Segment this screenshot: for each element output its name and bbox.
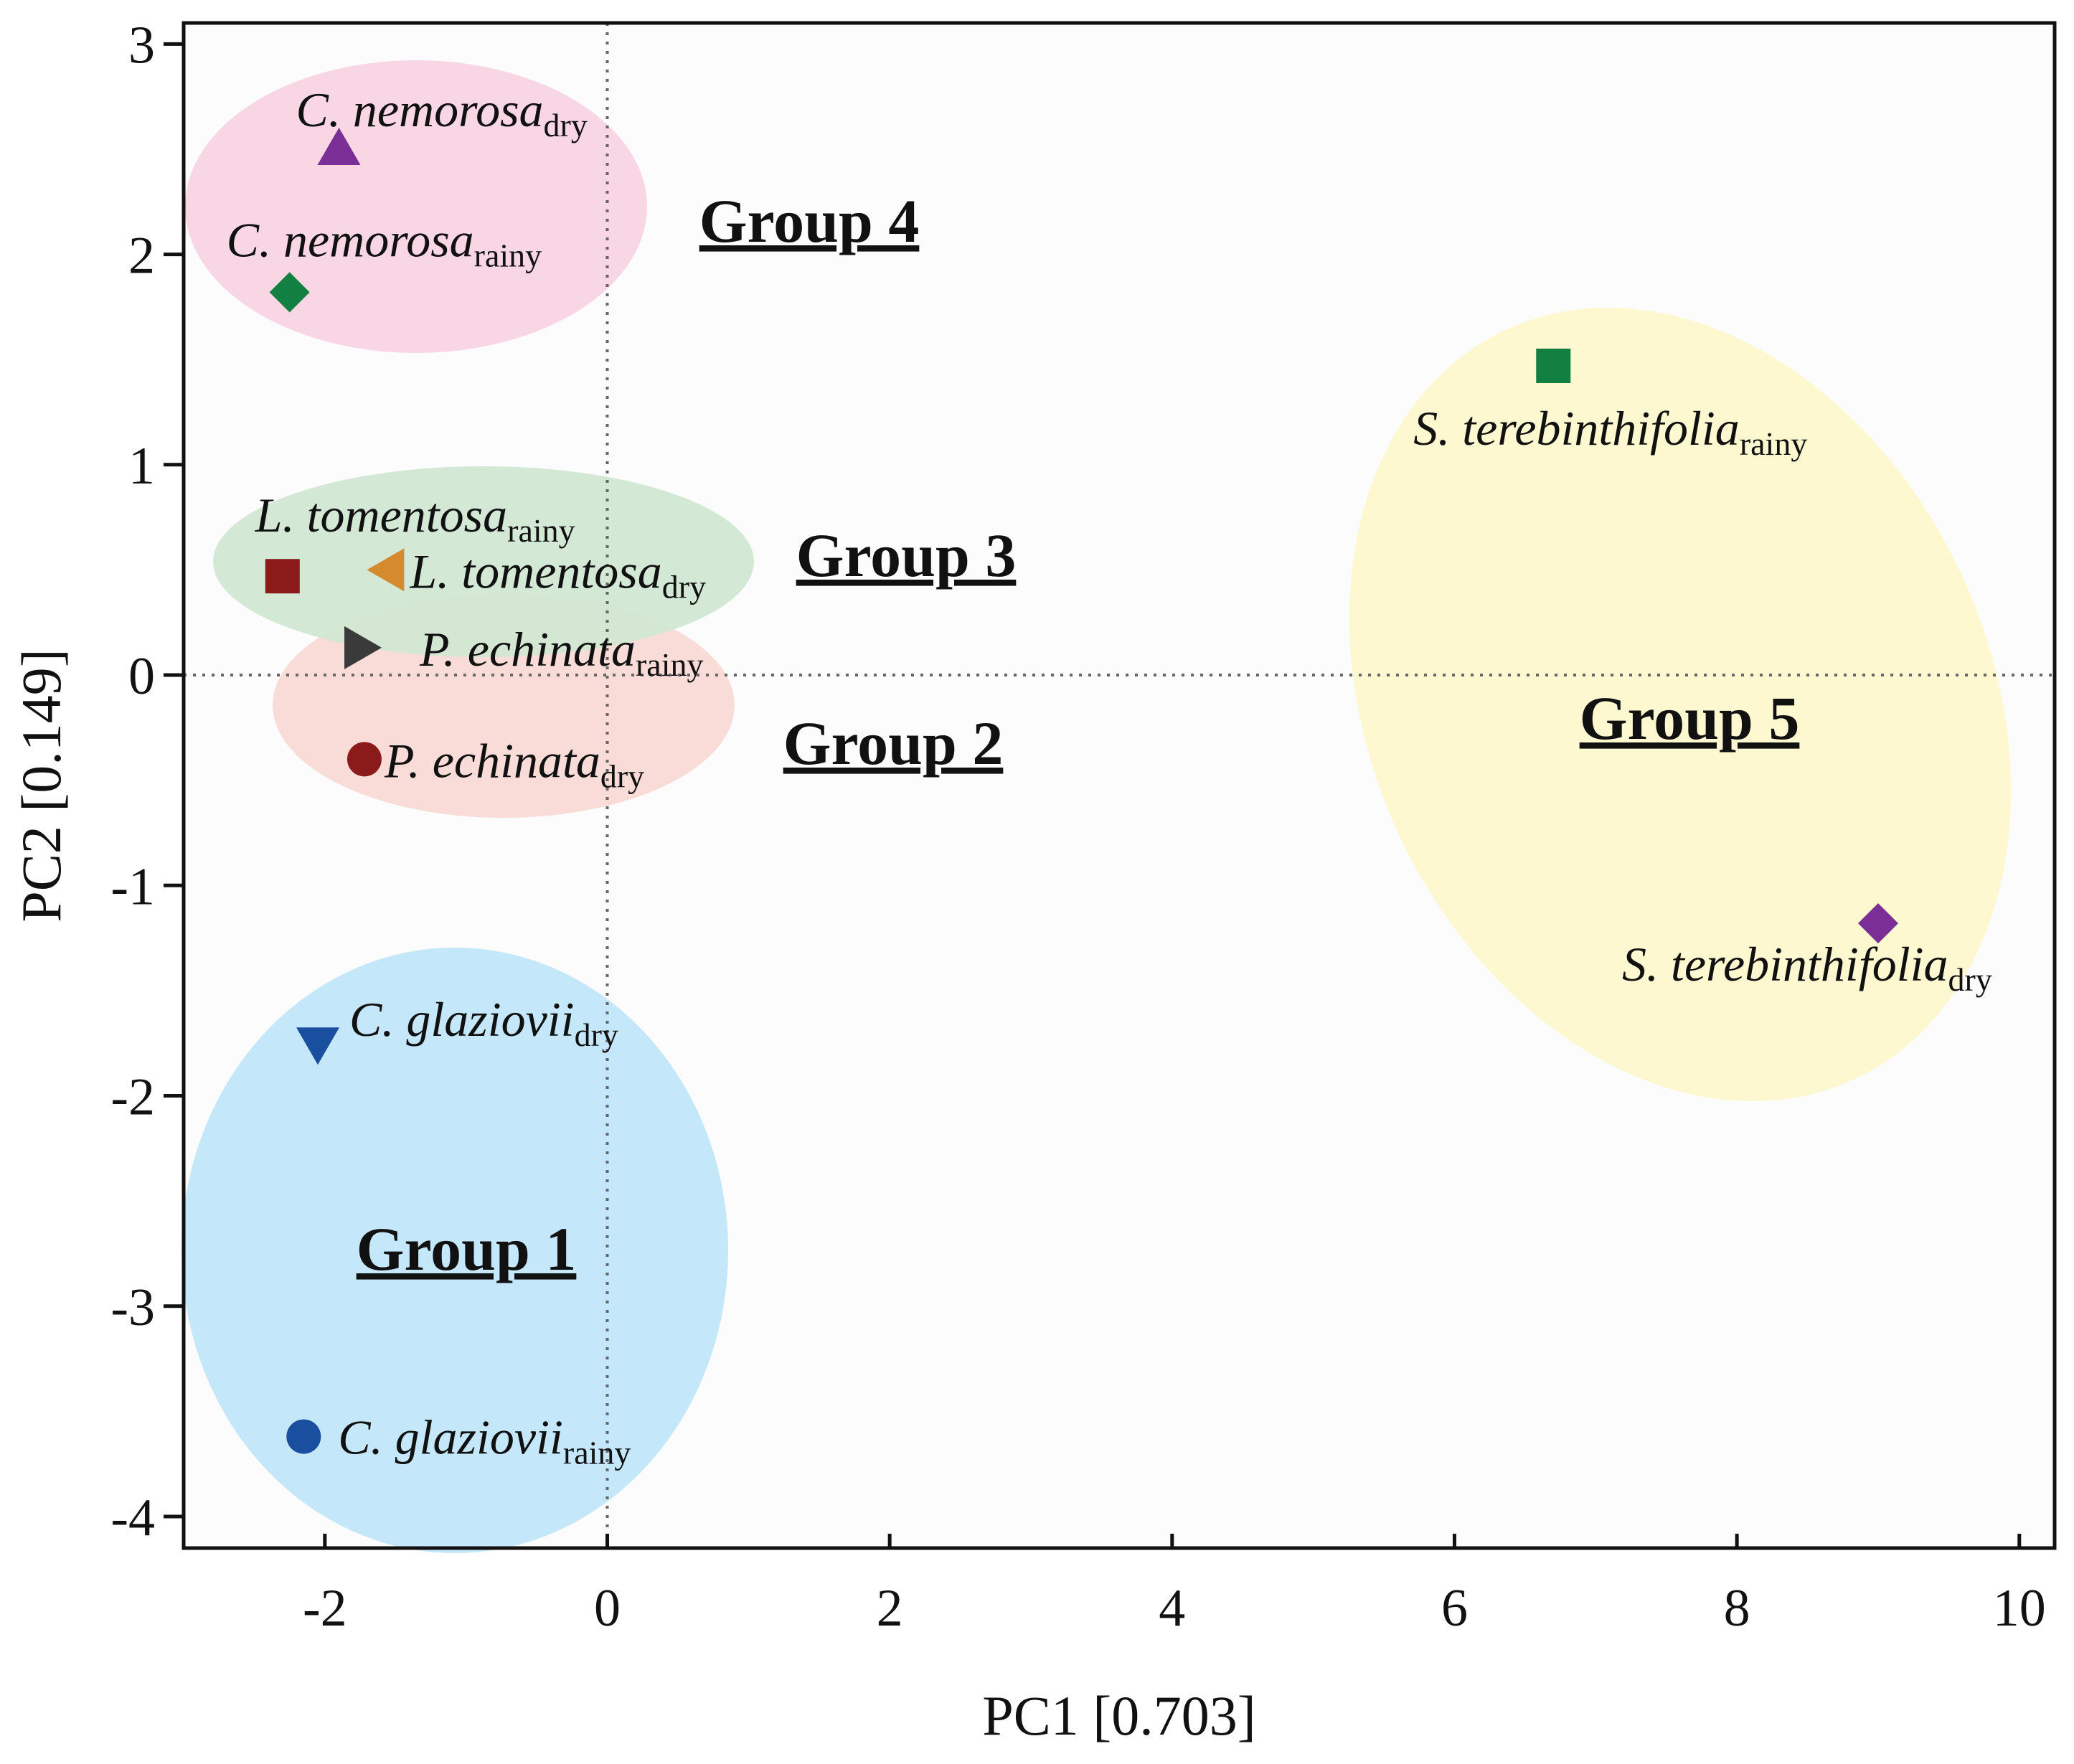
y-tick-label: 3 <box>128 16 155 75</box>
species-name: S. terebinthifolia <box>1622 937 1948 991</box>
data-markers <box>265 127 1898 1454</box>
c-glaziovii-dry-marker <box>296 1027 339 1065</box>
species-name: P. echinata <box>384 733 600 788</box>
season-subscript: rainy <box>474 237 542 273</box>
group-1-label: Group 1 <box>357 1214 577 1283</box>
y-axis-title: PC2 [0.149] <box>10 648 72 922</box>
l-tomentosa-rainy-marker <box>265 559 300 594</box>
season-subscript: dry <box>575 1017 618 1053</box>
season-subscript: rainy <box>1740 425 1808 462</box>
s-terebinthifolia-rainy-label: S. terebinthifoliarainy <box>1413 401 1807 462</box>
species-name: L. tomentosa <box>409 544 661 598</box>
group-labels: Group 1 Group 2 Group 3 Group 4 Group 5 <box>357 187 1800 1283</box>
group-5-ellipse <box>1349 307 2012 1102</box>
p-echinata-dry-label: P. echinatadry <box>384 733 644 794</box>
season-subscript: dry <box>1948 961 1992 998</box>
season-subscript: dry <box>600 758 644 794</box>
l-tomentosa-rainy-label: L. tomentosarainy <box>255 488 575 549</box>
group-4-ellipse <box>185 60 647 353</box>
c-glaziovii-rainy-label: C. glazioviirainy <box>338 1410 631 1471</box>
species-name: C. nemorosa <box>296 82 544 137</box>
group-5-label: Group 5 <box>1580 684 1800 753</box>
group-3-label: Group 3 <box>796 521 1017 590</box>
c-nemorosa-rainy-marker <box>269 272 310 313</box>
season-subscript: rainy <box>636 646 704 683</box>
l-tomentosa-dry-marker <box>367 548 405 592</box>
s-terebinthifolia-dry-label: S. terebinthifoliadry <box>1622 937 1992 998</box>
c-glaziovii-rainy-marker <box>286 1419 321 1454</box>
l-tomentosa-dry-label: L. tomentosadry <box>409 544 706 605</box>
y-tick-label: 1 <box>128 437 155 496</box>
x-tick-label: -2 <box>303 1579 347 1638</box>
species-name: C. nemorosa <box>227 212 474 267</box>
c-glaziovii-dry-label: C. glazioviidry <box>349 992 618 1053</box>
y-tick-label: 0 <box>128 647 155 706</box>
s-terebinthifolia-rainy-marker <box>1536 348 1571 383</box>
season-subscript: dry <box>544 107 588 143</box>
x-tick-label: 4 <box>1159 1579 1185 1638</box>
group-3-ellipse <box>213 466 754 657</box>
season-subscript: rainy <box>563 1435 631 1471</box>
y-tick-label: -1 <box>110 857 155 916</box>
x-tick-label: 2 <box>877 1579 903 1638</box>
c-nemorosa-dry-marker <box>317 127 361 165</box>
season-subscript: dry <box>662 568 706 605</box>
x-tick-label: 0 <box>594 1579 621 1638</box>
group-ellipses <box>182 60 2012 1553</box>
y-axis: 3 2 1 0 -1 -2 -3 -4 <box>110 16 184 1547</box>
plot-frame <box>182 21 2057 1550</box>
species-name: C. glaziovii <box>349 992 575 1047</box>
y-tick-label: -2 <box>110 1068 155 1127</box>
species-name: P. echinata <box>419 622 636 676</box>
x-tick-label: 6 <box>1441 1579 1468 1638</box>
y-tick-label: 2 <box>128 227 155 286</box>
x-tick-label: 10 <box>1993 1579 2046 1638</box>
y-tick-label: -4 <box>110 1489 155 1547</box>
c-nemorosa-dry-label: C. nemorosadry <box>296 82 588 143</box>
group-2-label: Group 2 <box>783 709 1004 778</box>
zero-reference-lines <box>184 23 2055 1548</box>
p-echinata-rainy-label: P. echinatarainy <box>419 622 703 683</box>
y-tick-label: -3 <box>110 1278 155 1337</box>
group-4-label: Group 4 <box>699 187 920 255</box>
x-tick-label: 8 <box>1724 1579 1750 1638</box>
p-echinata-rainy-marker <box>344 626 382 669</box>
c-nemorosa-rainy-label: C. nemorosarainy <box>227 212 542 273</box>
species-name: C. glaziovii <box>338 1410 563 1465</box>
p-echinata-dry-marker <box>347 742 382 777</box>
species-name: L. tomentosa <box>255 488 507 542</box>
species-name: S. terebinthifolia <box>1413 401 1740 456</box>
x-axis: -2 0 2 4 6 8 10 <box>303 1534 2046 1638</box>
season-subscript: rainy <box>507 512 575 549</box>
group-1-ellipse <box>182 948 728 1553</box>
x-axis-title: PC1 [0.703] <box>982 1684 1255 1747</box>
s-terebinthifolia-dry-marker <box>1857 903 1898 944</box>
